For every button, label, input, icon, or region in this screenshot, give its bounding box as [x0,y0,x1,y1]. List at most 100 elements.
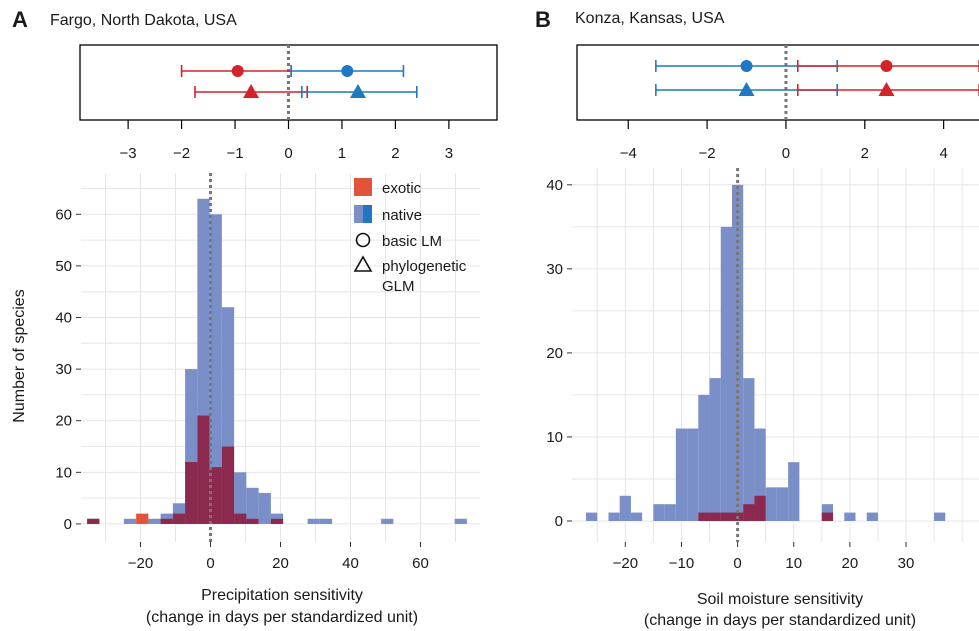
panel-b-coef-frame [576,44,979,121]
panel-b-bar-native [608,512,620,521]
panel-b-x-tick-label: 0 [733,555,741,572]
panel-a-bars [87,173,467,542]
panel-b-coef-tick-label: 4 [939,145,947,162]
panel-a-bar-native [148,518,161,524]
panel-b-x-tick-label: 20 [842,555,859,572]
legend-exotic-swatch [354,178,372,196]
panel-b-y-tick-label: 40 [546,177,563,194]
panel-b-coef-native-pglm [655,82,838,96]
panel-a-bar-exotic [197,415,210,524]
panel-a-coef-marks [180,45,418,120]
panel-a-y-tick-label: 0 [64,516,72,533]
panel-b-xlabel-line2: (change in days per standardized unit) [644,612,916,629]
panel-a-bar-native [258,492,271,524]
panel-b-bars [586,168,946,542]
panel-b-bar-native [630,512,643,521]
panel-a-coef-tick-label: 2 [391,145,399,162]
panel-a-letter: A [12,7,28,32]
estimate-triangle [350,84,366,98]
panel-b-bar-native [754,428,766,521]
legend-exotic-label: exotic [382,180,422,197]
panel-a-bar-native [319,518,333,524]
panel-a-x-tick-label: 60 [412,555,429,572]
panel-b-x-tick-label: −10 [669,555,694,572]
panel-b-coef-plot: −4 −2 0 2 4 [576,44,979,162]
panel-b-x-tick-label: 10 [785,555,802,572]
panel-a-y-tick-label: 40 [55,310,72,327]
legend-phylo-label-line1: phylogenetic [382,258,467,275]
legend-native-label: native [382,207,422,224]
panel-a-coef-plot: −3 −2 −1 0 1 2 3 [79,44,498,162]
panel-b-coef-tick-label: −2 [699,145,716,162]
panel-b-bar-native [698,394,710,521]
panel-b-title: Konza, Kansas, USA [575,10,725,27]
panel-a-bar-exotic [270,518,284,524]
panel-a-coef-tick-label: 1 [338,145,346,162]
panel-a-y-tick-label: 50 [55,258,72,275]
panel-a-bar-exotic [87,518,100,524]
panel-b-bar-exotic [743,504,755,521]
panel-b-histogram: −20 −10 0 10 20 30 0 10 20 30 40 [546,168,979,572]
panel-b-bar-native [709,378,721,521]
estimate-circle [740,60,753,72]
panel-b-bar-native [720,226,732,521]
panel-b-bar-native [653,504,665,521]
panel-b-hist-bg [572,168,979,542]
panel-b-coef-tick-label: −4 [620,145,637,162]
legend-triangle-icon [353,255,373,272]
panel-b-ticks: −20 −10 0 10 20 30 0 10 20 30 40 [546,177,914,572]
panel-a-coef-exotic-lm [180,65,292,77]
legend-native-swatch-b [363,205,372,223]
panel-a-bar-exotic [172,513,186,524]
panel-a-y-tick-label: 60 [55,206,72,223]
panel-a-coef-tick-label: 3 [445,145,453,162]
panel-b-bar-exotic [720,512,732,521]
panel-b-y-tick-label: 10 [546,429,563,446]
panel-b-bar-exotic [821,512,834,521]
panel-b-xlabel-line1: Soil moisture sensitivity [697,591,863,608]
panel-a-coef-tick-label: 0 [284,145,292,162]
legend-basic-lm-label: basic LM [382,233,442,250]
panel-b-bar-exotic [709,512,721,521]
panel-a-bar-native [270,513,284,524]
panel-a-x-tick-label: 40 [342,555,359,572]
panel-a-ticks: −20 0 20 40 60 0 10 20 30 40 50 60 [55,206,429,572]
panel-a-x-tick-label: 20 [272,555,289,572]
panel-a-coef-tick-label: −1 [226,145,243,162]
panel-a-bar-exotic [246,518,259,524]
panel-b-bar-native [844,512,856,521]
estimate-triangle [738,82,755,96]
panel-b-bar-native [664,504,676,521]
panel-a-xlabel-line1: Precipitation sensitivity [201,587,363,604]
panel-b-bar-native [765,487,777,521]
panel-a-bar-exotic [221,446,235,524]
panel-a-x-tick-label: 0 [206,555,214,572]
panel-a-bar-exotic-only [136,513,149,524]
panel-b-coef-exotic-lm [796,60,979,72]
panel-b-bar-native [731,184,744,521]
panel-a-bar-native [123,518,137,524]
panel-a-coef-tick-label: −2 [173,145,190,162]
panel-a-grid [81,173,480,542]
panel-b-coef-ticks: −4 −2 0 2 4 [620,120,948,162]
panel-a-bar-native [209,214,222,524]
panel-a-bar-native [381,518,394,524]
panel-a-bar-exotic [160,518,173,524]
panel-b-coef-tick-label: 2 [861,145,869,162]
panel-b-x-tick-label: 30 [898,555,915,572]
panel-b-coef-marks [655,45,979,120]
estimate-circle [880,60,893,72]
panel-b-bar-native [776,487,789,521]
panel-b-bar-exotic [754,495,766,521]
panel-a-y-tick-label: 30 [55,361,72,378]
legend-native-swatch-a [354,205,363,223]
panel-a-bar-exotic [234,513,247,524]
panel-b-bar-native [586,512,598,521]
panel-a-x-tick-label: −20 [128,555,153,572]
panel-b-bar-native [934,512,946,521]
panel-b-letter: B [535,7,551,32]
panel-b-y-tick-label: 30 [546,261,563,278]
panel-a-coef-exotic-pglm [194,84,309,98]
panel-a-bar-native [307,518,320,524]
estimate-triangle [878,82,895,96]
